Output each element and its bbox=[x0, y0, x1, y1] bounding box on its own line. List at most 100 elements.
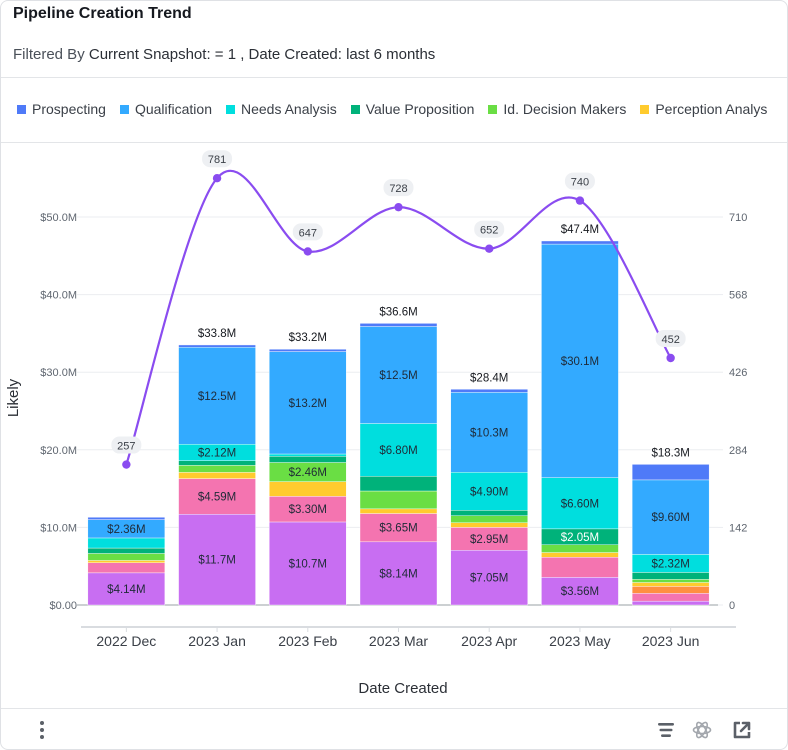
line-point-label-bg bbox=[202, 150, 233, 168]
bar-segment bbox=[631, 479, 710, 555]
line-point bbox=[122, 460, 131, 469]
bar-segment bbox=[87, 562, 166, 574]
line-point bbox=[394, 202, 403, 212]
y-tick-label: $30.0M bbox=[40, 367, 77, 379]
x-tick-label: 2023 Feb bbox=[278, 633, 337, 649]
legend-swatch bbox=[225, 104, 235, 114]
bar-segment-label: $11.7M bbox=[198, 555, 236, 567]
bar-segment bbox=[541, 243, 619, 478]
bar-segment-label: $2.05M bbox=[561, 532, 599, 544]
bar-segment bbox=[359, 490, 438, 510]
bar-total-label: $36.6M bbox=[379, 306, 417, 318]
bar-segment bbox=[450, 392, 528, 473]
line-point-label-bg bbox=[474, 220, 505, 238]
bar-segment bbox=[541, 240, 619, 245]
bar-segment bbox=[450, 522, 528, 528]
legend-item[interactable]: Perception Analys bbox=[640, 101, 767, 117]
y-tick-label: $40.0M bbox=[40, 290, 77, 302]
line-point bbox=[303, 247, 312, 256]
legend-item[interactable]: Qualification bbox=[119, 101, 212, 117]
bar-segment bbox=[87, 553, 166, 561]
bar-segment-label: $4.90M bbox=[470, 486, 508, 498]
bar-segment bbox=[541, 477, 619, 530]
bar-segment bbox=[178, 465, 256, 473]
filter-summary: Filtered By Current Snapshot: = 1 , Date… bbox=[13, 46, 435, 63]
bar-segment bbox=[631, 600, 710, 606]
atom-icon[interactable] bbox=[691, 719, 713, 741]
bar-segment bbox=[269, 481, 347, 497]
bar-segment bbox=[269, 456, 347, 463]
legend-swatch bbox=[640, 104, 650, 114]
legend-label: Id. Decision Makers bbox=[503, 101, 627, 117]
stacked-bar-chart: $4.14M $2.36M $11.7M $4.59M $2.12M $12.5M $33.… bbox=[5, 150, 747, 697]
bar-segment bbox=[450, 389, 528, 393]
y-axis-title: Likely bbox=[5, 378, 22, 417]
footer-divider bbox=[1, 708, 787, 709]
bar-segment-label: $3.65M bbox=[379, 523, 417, 535]
line-point-label: 781 bbox=[208, 154, 226, 166]
legend-item[interactable]: Needs Analysis bbox=[225, 101, 337, 117]
bar-segment bbox=[631, 464, 710, 481]
x-tick-label: 2023 Apr bbox=[461, 633, 517, 649]
bar-segment bbox=[631, 582, 710, 587]
bar-segment bbox=[541, 577, 619, 606]
y2-tick-label: 142 bbox=[729, 522, 747, 534]
bar-segment bbox=[269, 351, 347, 455]
line-point-label: 728 bbox=[389, 183, 407, 195]
line-point bbox=[212, 174, 222, 183]
bar-segment-label: $13.2M bbox=[289, 398, 327, 410]
bar-segment bbox=[541, 556, 619, 578]
bar-segment-label: $10.7M bbox=[289, 558, 327, 570]
divider bbox=[1, 142, 787, 143]
y2-tick-label: 284 bbox=[729, 445, 747, 457]
y2-tick-label: 710 bbox=[729, 212, 747, 224]
legend-item[interactable]: Prospecting bbox=[17, 101, 106, 117]
bar-segment bbox=[541, 544, 619, 553]
bar-segment bbox=[178, 347, 256, 445]
line-point-label: 740 bbox=[571, 177, 589, 189]
bar-segment-label: $2.46M bbox=[289, 467, 327, 479]
legend-swatch bbox=[350, 104, 360, 114]
bar-segment-label: $3.30M bbox=[289, 504, 327, 516]
bar-segment bbox=[450, 510, 528, 516]
bar-segment bbox=[87, 547, 166, 554]
legend-label: Perception Analys bbox=[655, 101, 768, 117]
bar-segment bbox=[269, 453, 347, 457]
bar-segment bbox=[269, 496, 347, 523]
bar-segment bbox=[359, 326, 438, 424]
bar-segment bbox=[178, 472, 256, 479]
bar-total-label: $33.2M bbox=[289, 332, 327, 344]
bar-segment bbox=[450, 515, 528, 523]
card-footer bbox=[1, 709, 787, 749]
legend-item[interactable]: Id. Decision Makers bbox=[488, 101, 626, 117]
kebab-menu-icon[interactable] bbox=[37, 719, 47, 741]
bar-segment bbox=[87, 560, 166, 563]
bar-segment-label: $2.32M bbox=[651, 558, 689, 570]
external-link-icon[interactable] bbox=[731, 719, 753, 741]
y2-tick-label: 568 bbox=[729, 290, 747, 302]
bar-total-label: $33.8M bbox=[198, 328, 236, 340]
bar-segment-label: $4.59M bbox=[198, 491, 236, 503]
chart-legend: Prospecting Qualification Needs Analysis Va… bbox=[17, 101, 767, 117]
bar-segment bbox=[87, 537, 166, 549]
bar-segment bbox=[631, 593, 710, 602]
bar-segment bbox=[178, 478, 256, 515]
legend-label: Qualification bbox=[134, 101, 212, 117]
line-point-label-bg bbox=[383, 179, 414, 197]
legend-swatch bbox=[119, 104, 129, 114]
legend-item[interactable]: Value Proposition bbox=[350, 101, 474, 117]
bar-segment bbox=[450, 472, 528, 511]
bar-segment bbox=[359, 541, 438, 606]
legend-swatch bbox=[488, 104, 498, 114]
line-point-label-bg bbox=[292, 223, 323, 241]
bar-segment-label: $12.5M bbox=[379, 370, 417, 382]
line-point bbox=[485, 244, 494, 253]
bar-total-label: $18.3M bbox=[651, 447, 689, 459]
bar-segment bbox=[359, 323, 438, 327]
line-point-label-bg bbox=[655, 329, 686, 347]
bar-segment bbox=[269, 349, 347, 352]
bar-segment-label: $2.95M bbox=[470, 534, 508, 546]
filter-lines-icon[interactable] bbox=[655, 719, 677, 741]
x-tick-label: 2022 Dec bbox=[96, 633, 156, 649]
